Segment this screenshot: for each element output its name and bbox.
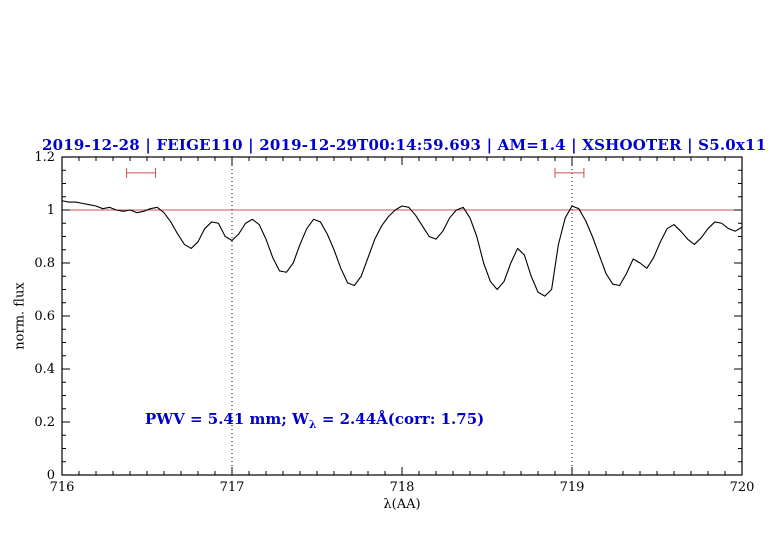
y-tick-label: 1.2 <box>34 150 55 165</box>
x-tick-label: 718 <box>390 480 415 495</box>
pwv-annotation-suffix: = 2.44Å(corr: 1.75) <box>316 410 485 428</box>
y-tick-label: 0.8 <box>34 256 55 271</box>
x-axis-label: λ(AA) <box>383 497 421 512</box>
y-tick-label: 0.6 <box>34 309 55 324</box>
y-axis-label: norm. flux <box>12 282 28 350</box>
x-tick-label: 716 <box>50 480 75 495</box>
x-tick-label: 719 <box>560 480 585 495</box>
pwv-annotation-sub: λ <box>308 418 317 431</box>
y-tick-label: 0 <box>47 468 55 483</box>
x-tick-label: 717 <box>220 480 245 495</box>
y-tick-label: 1 <box>47 203 55 218</box>
pwv-annotation-prefix: PWV = 5.41 mm; W <box>145 410 309 428</box>
y-tick-label: 0.2 <box>34 415 55 430</box>
y-tick-label: 0.4 <box>34 362 55 377</box>
x-tick-label: 720 <box>730 480 755 495</box>
chart-title: 2019-12-28 | FEIGE110 | 2019-12-29T00:14… <box>42 136 767 154</box>
pwv-annotation: PWV = 5.41 mm; Wλ = 2.44Å(corr: 1.75) <box>145 410 484 431</box>
spectrum-line <box>61 200 743 297</box>
